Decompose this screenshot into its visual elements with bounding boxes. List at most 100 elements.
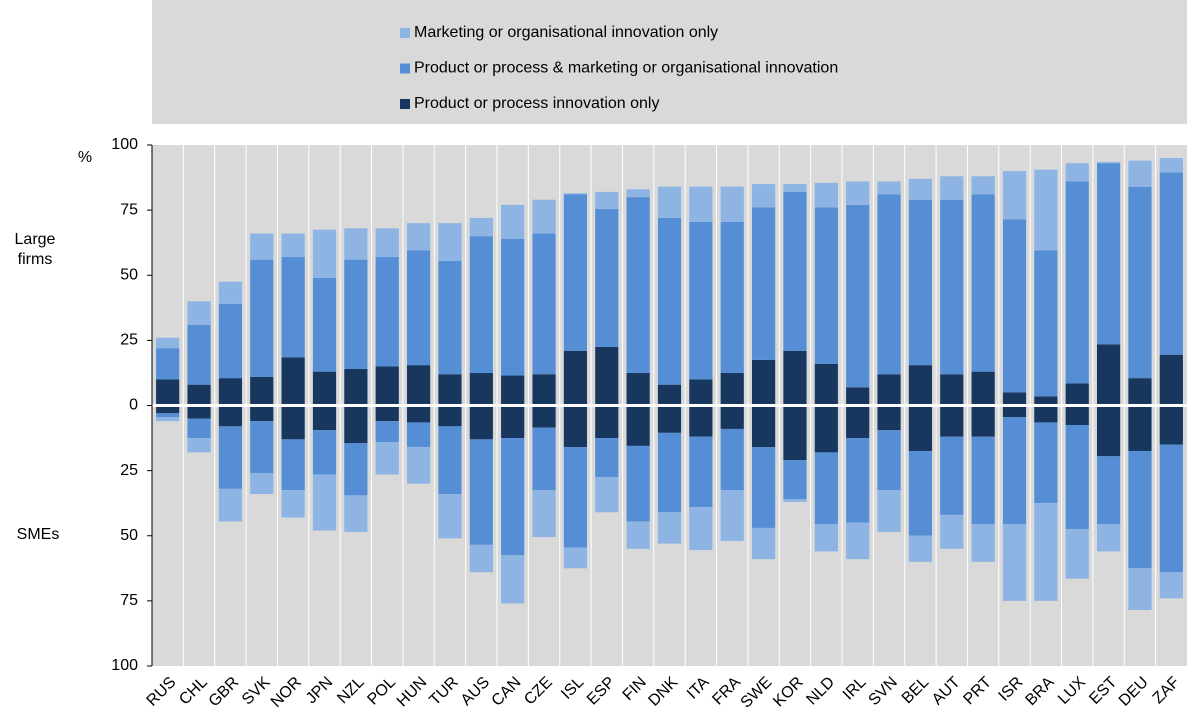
bar-segment xyxy=(375,366,399,406)
x-tick-label: FIN xyxy=(620,674,650,704)
bar-segment xyxy=(187,418,211,439)
bar-segment xyxy=(940,374,964,406)
x-tick-label: DEU xyxy=(1116,674,1152,710)
bar-segment xyxy=(720,372,744,406)
legend-swatch xyxy=(400,28,410,38)
bar-segment xyxy=(1065,383,1089,406)
x-tick-label: BEL xyxy=(899,674,932,707)
bar-segment xyxy=(626,445,650,522)
bar-segment xyxy=(940,176,964,200)
bar-segment xyxy=(250,259,274,377)
x-tick-label: CHL xyxy=(176,674,211,709)
bar-segment xyxy=(344,369,368,406)
bar-segment xyxy=(971,524,995,562)
legend-label: Product or process innovation only xyxy=(414,95,659,112)
y-tick-label: 25 xyxy=(120,332,138,349)
x-tick-label: NZL xyxy=(334,674,367,707)
bar-segment xyxy=(312,405,337,431)
bar-segment xyxy=(846,438,870,523)
bar-segment xyxy=(250,473,274,495)
bar-segment xyxy=(563,194,588,351)
bar-segment xyxy=(250,405,274,422)
bar-segment xyxy=(501,238,525,376)
bar-segment xyxy=(751,184,776,208)
bar-segment xyxy=(312,430,337,475)
bar-segment xyxy=(281,490,305,518)
bar-segment xyxy=(626,189,650,198)
bar-segment xyxy=(438,494,462,539)
bar-segment xyxy=(940,405,964,437)
bar-segment xyxy=(438,374,462,406)
bar-segment xyxy=(438,426,462,495)
bar-segment xyxy=(250,421,274,474)
y-tick-label: 25 xyxy=(120,462,138,479)
y-tick-label: 50 xyxy=(120,527,138,544)
x-tick-label: ISR xyxy=(995,674,1026,705)
bar-segment xyxy=(689,379,713,406)
bar-segment xyxy=(1034,405,1058,423)
bar-segment xyxy=(971,405,995,437)
bar-segment xyxy=(281,405,305,440)
bar-segment xyxy=(720,490,744,541)
bar-segment xyxy=(218,303,243,379)
bar-segment xyxy=(501,375,525,406)
bar-segment xyxy=(250,233,274,260)
bar-segment xyxy=(1128,405,1152,452)
bar-segment xyxy=(281,439,305,491)
y-tick-label: 75 xyxy=(120,201,138,218)
bar-segment xyxy=(689,186,713,222)
bar-segment xyxy=(657,512,682,544)
bar-segment xyxy=(751,447,776,528)
x-tick-label: ITA xyxy=(684,674,713,703)
bar-segment xyxy=(720,186,744,222)
bar-segment xyxy=(657,405,682,433)
bar-segment xyxy=(626,197,650,373)
bar-segment xyxy=(783,405,807,461)
legend-label: Marketing or organisational innovation o… xyxy=(414,24,718,41)
x-tick-label: PRT xyxy=(960,674,995,709)
x-tick-label: KOR xyxy=(770,674,807,711)
bar-segment xyxy=(156,348,180,380)
bar-segment xyxy=(406,405,431,423)
bar-segment xyxy=(1034,169,1058,251)
bar-segment xyxy=(218,426,243,489)
bar-segment xyxy=(1034,396,1058,406)
bar-segment xyxy=(218,488,243,522)
x-tick-label: GBR xyxy=(206,674,243,711)
bar-segment xyxy=(971,436,995,525)
bar-segment xyxy=(908,199,933,366)
bar-segment xyxy=(532,233,556,375)
x-tick-label: RUS xyxy=(144,674,180,710)
bar-segment xyxy=(846,405,870,439)
bar-segment xyxy=(469,372,493,406)
bar-segment xyxy=(1128,378,1152,406)
bar-segment xyxy=(1065,181,1089,384)
x-tick-label: CAN xyxy=(489,674,525,710)
bar-segment xyxy=(156,405,180,414)
bar-segment xyxy=(877,490,901,532)
legend-box xyxy=(152,0,1187,124)
x-tick-label: HUN xyxy=(394,674,431,711)
y-tick-label: 75 xyxy=(120,592,138,609)
bar-segment xyxy=(783,191,807,351)
bar-segment xyxy=(657,432,682,513)
bar-segment xyxy=(626,372,650,406)
bar-segment xyxy=(532,427,556,491)
bar-segment xyxy=(783,460,807,500)
bar-segment xyxy=(344,259,368,370)
x-tick-label: EST xyxy=(1086,674,1120,708)
bar-segment xyxy=(1002,405,1027,418)
bar-segment xyxy=(438,405,462,427)
bar-segment xyxy=(595,346,619,406)
bar-segment xyxy=(563,193,588,195)
bar-segment xyxy=(1065,529,1089,579)
bar-segment xyxy=(908,405,933,452)
bar-segment xyxy=(783,350,807,406)
bar-segment xyxy=(940,436,964,515)
bar-segment xyxy=(187,384,211,406)
bar-segment xyxy=(312,474,337,531)
bar-segment xyxy=(281,257,305,358)
bar-segment xyxy=(375,228,399,258)
bar-segment xyxy=(751,359,776,406)
